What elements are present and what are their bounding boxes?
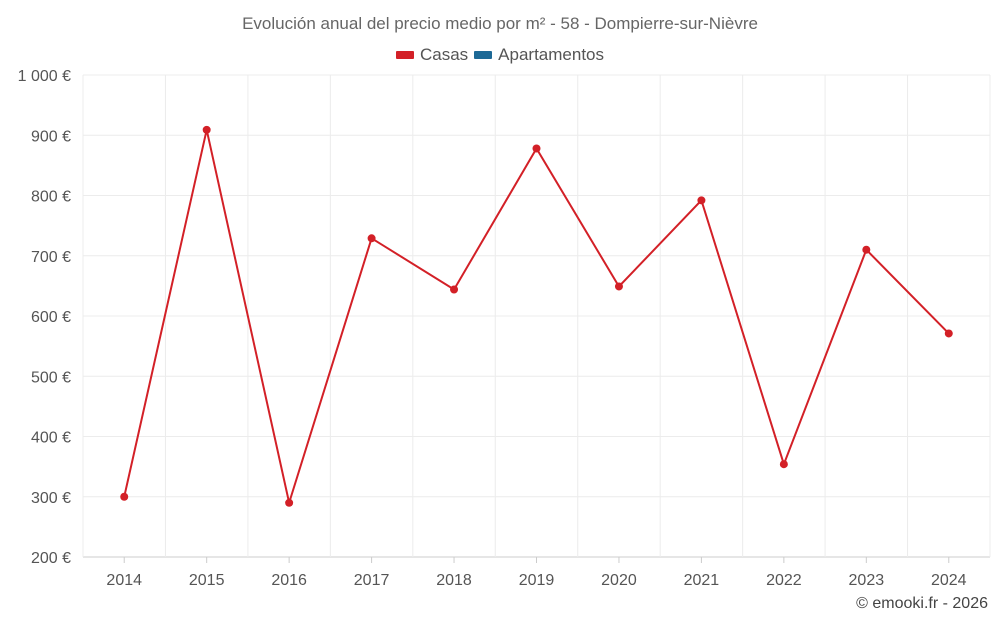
data-point-casas <box>697 196 706 205</box>
x-tick-label: 2016 <box>271 572 307 589</box>
x-tick-label: 2020 <box>601 572 637 589</box>
data-point-casas <box>614 282 623 291</box>
legend-label-apartamentos: Apartamentos <box>498 45 605 64</box>
legend-item-apartamentos[interactable]: Apartamentos <box>474 45 604 65</box>
data-point-casas <box>285 498 294 507</box>
legend-label-casas: Casas <box>419 45 469 64</box>
x-tick-label: 2015 <box>189 572 225 589</box>
data-point-casas <box>367 234 376 243</box>
data-point-casas <box>202 125 211 134</box>
data-point-casas <box>944 329 953 338</box>
legend-swatch-casas <box>395 51 414 59</box>
x-tick-label: 2023 <box>849 572 885 589</box>
y-tick-label: 800 € <box>31 189 71 206</box>
x-tick-label: 2017 <box>354 572 390 589</box>
data-point-casas <box>532 144 541 153</box>
x-tick-label: 2022 <box>766 572 802 589</box>
data-point-casas <box>779 460 788 469</box>
y-tick-label: 600 € <box>31 309 71 326</box>
x-tick-label: 2024 <box>931 572 967 589</box>
legend: Casas Apartamentos <box>0 45 1000 65</box>
y-tick-label: 300 € <box>31 490 71 507</box>
credit-text: © emooki.fr - 2026 <box>856 595 988 612</box>
y-tick-label: 700 € <box>31 249 71 266</box>
chart-title: Evolución anual del precio medio por m² … <box>242 14 758 33</box>
y-tick-label: 1 000 € <box>18 68 71 85</box>
legend-item-casas[interactable]: Casas <box>395 45 469 65</box>
x-tick-label: 2019 <box>519 572 555 589</box>
legend-swatch-apartamentos <box>474 51 493 59</box>
x-tick-label: 2018 <box>436 572 472 589</box>
y-tick-label: 900 € <box>31 128 71 145</box>
y-tick-label: 500 € <box>31 369 71 386</box>
x-tick-label: 2021 <box>684 572 720 589</box>
y-tick-label: 200 € <box>31 550 71 567</box>
data-point-casas <box>450 285 459 294</box>
data-point-casas <box>862 245 871 254</box>
x-tick-label: 2014 <box>106 572 142 589</box>
y-tick-label: 400 € <box>31 430 71 447</box>
data-point-casas <box>120 492 129 501</box>
